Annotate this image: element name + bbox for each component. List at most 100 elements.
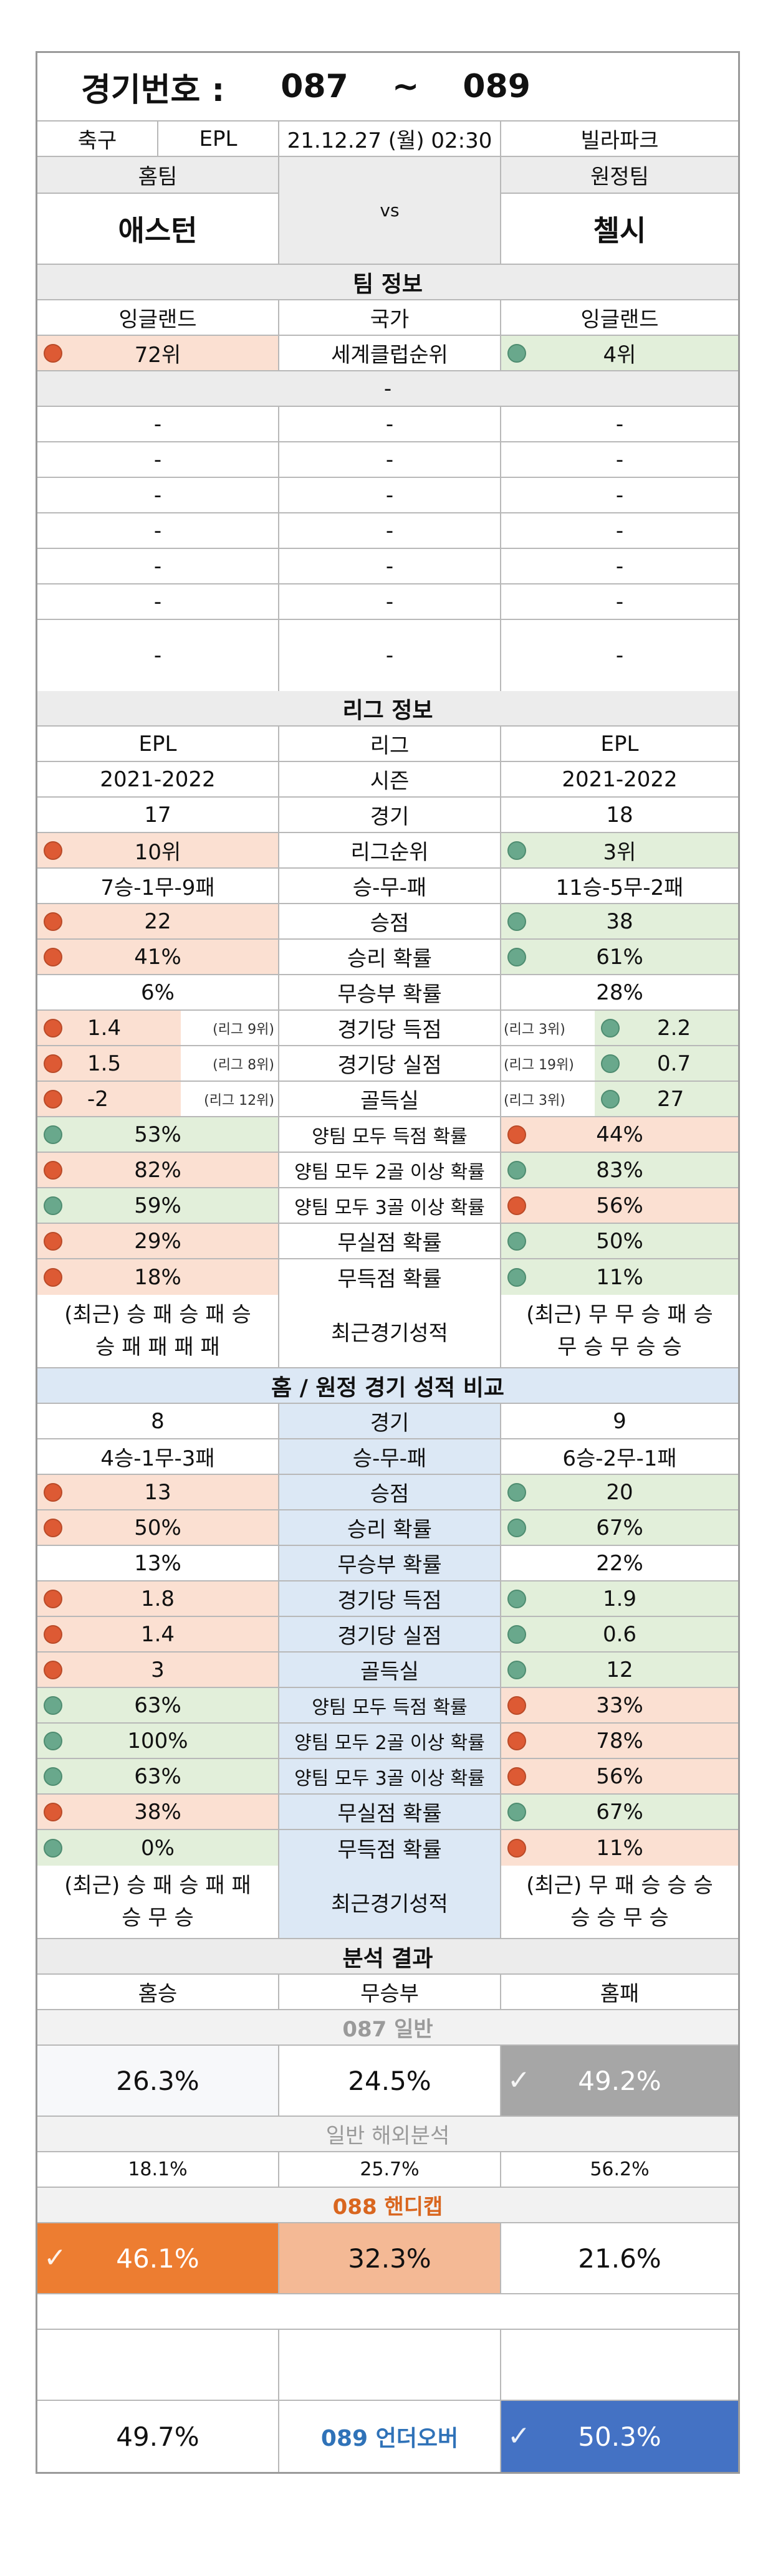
match-meta-row: 축구 EPL 21.12.27 (월) 02:30 빌라파크 [37, 122, 738, 157]
stat-row: 82% 양팀 모두 2골 이상 확률 83% [37, 1153, 738, 1188]
away-league-rank: (리그 3위) [504, 1021, 565, 1038]
check-icon: ✓ [44, 2242, 67, 2274]
away-stat-value: 44% [596, 1122, 643, 1147]
stat-label: 시즌 [279, 762, 501, 796]
stat-label: 무실점 확률 [279, 1224, 501, 1258]
world-rank-row: 72위 세계클럽순위 4위 [37, 336, 738, 371]
green-dot-icon [44, 1696, 62, 1715]
handicap-title: 088 핸디캡 [37, 2188, 738, 2222]
away-stat-value: 38 [606, 909, 633, 934]
home-stat-value: 18% [134, 1264, 181, 1290]
stat-label: 승-무-패 [279, 1439, 501, 1474]
home-stat-value: 13% [134, 1550, 181, 1576]
dash-cell: - [615, 411, 624, 437]
dash-cell: - [615, 447, 624, 472]
country-label: 국가 [279, 300, 501, 335]
red-dot-icon [44, 1160, 62, 1180]
stat-label: 경기 [279, 798, 501, 832]
home-team-name: 애스턴 [118, 214, 198, 247]
stat-row: 10위 리그순위 3위 [37, 833, 738, 869]
home-recent-line1: (최근) 승 패 승 패 승 [64, 1302, 251, 1327]
stat-row: 59% 양팀 모두 3골 이상 확률 56% [37, 1188, 738, 1224]
dash-cell: - [37, 371, 738, 406]
team-info-empty-row: --- [37, 478, 738, 513]
overseas-title: 일반 해외분석 [37, 2117, 738, 2151]
home-stat-value: 38% [134, 1799, 181, 1825]
away-ha-recent-line1: (최근) 무 패 승 승 승 [526, 1873, 713, 1898]
stat-label: 무승부 확률 [279, 975, 501, 1009]
away-stat-value: 11% [596, 1264, 643, 1290]
away-league-rank: (리그 19위) [504, 1057, 574, 1073]
dash-cell: - [615, 643, 624, 668]
stat-row: 22 승점 38 [37, 904, 738, 940]
away-stat-value: 18 [606, 802, 633, 828]
handicap-win: 46.1% [116, 2243, 199, 2274]
stat-row: 7승-1무-9패 승-무-패 11승-5무-2패 [37, 869, 738, 904]
stat-row: 63% 양팀 모두 득점 확률 33% [37, 1688, 738, 1724]
stat-row: 13 승점 20 [37, 1475, 738, 1510]
stat-row: 29% 무실점 확률 50% [37, 1224, 738, 1259]
stat-label: 골득실 [279, 1653, 501, 1687]
team-info-empty-row: --- [37, 584, 738, 620]
stat-row: 6% 무승부 확률 28% [37, 975, 738, 1011]
stat-label: 양팀 모두 3골 이상 확률 [279, 1188, 501, 1223]
match-number-label: 경기번호 : [81, 71, 225, 109]
home-stat-value: 17 [144, 802, 171, 828]
home-stat-value: 22 [144, 909, 171, 934]
away-stat-value: 28% [596, 980, 643, 1005]
team-info-spacer-row: - [37, 371, 738, 407]
dash-cell: - [615, 553, 624, 579]
stat-row: 53% 양팀 모두 득점 확률 44% [37, 1117, 738, 1153]
stat-row: 4승-1무-3패 승-무-패 6승-2무-1패 [37, 1439, 738, 1475]
dash-cell: - [279, 549, 501, 583]
home-country: 잉글랜드 [37, 300, 279, 335]
home-stat-value: 2021-2022 [100, 766, 216, 792]
home-team-label: 홈팀 [37, 157, 278, 194]
home-world-rank: 72위 [134, 343, 181, 368]
dash-cell: - [37, 620, 279, 691]
stat-row: 41% 승리 확률 61% [37, 940, 738, 975]
green-dot-icon [507, 947, 526, 966]
handicap-draw: 32.3% [279, 2223, 501, 2293]
home-stat-value: 29% [134, 1228, 181, 1254]
away-stat-value: 11% [596, 1835, 643, 1861]
away-stat-value: 61% [596, 944, 643, 970]
handicap-values-row: ✓ 46.1% 32.3% 21.6% [37, 2223, 738, 2294]
col-home-win: 홈승 [37, 1975, 279, 2009]
red-dot-icon [44, 1054, 62, 1073]
away-stat-value: 56% [596, 1193, 643, 1218]
sport: 축구 [37, 122, 158, 156]
red-dot-icon [44, 1802, 62, 1821]
red-dot-icon [44, 947, 62, 966]
general-lose: 49.2% [578, 2065, 661, 2096]
stat-label: 무실점 확률 [279, 1795, 501, 1829]
green-dot-icon [507, 841, 526, 860]
home-league-rank: (리그 8위) [213, 1057, 274, 1073]
general-title-row: 087 일반 [37, 2010, 738, 2046]
stat-label: 골득실 [279, 1082, 501, 1116]
underover-values-row: 49.7% 089 언더오버 ✓ 50.3% [37, 2401, 738, 2472]
away-stat-value: 6승-2무-1패 [562, 1446, 677, 1471]
home-stat-value: EPL [138, 731, 177, 756]
homeaway-title: 홈 / 원정 경기 성적 비교 [37, 1368, 738, 1403]
overseas-lose: 56.2% [590, 2159, 650, 2180]
stat-row: 50% 승리 확률 67% [37, 1510, 738, 1546]
spacer-row [37, 2294, 738, 2330]
green-dot-icon [601, 1018, 620, 1038]
team-info-empty-row: --- [37, 407, 738, 442]
team-info-empty-row: --- [37, 549, 738, 584]
green-dot-icon [44, 1125, 62, 1144]
match-analysis-sheet: 경기번호 : 087 ~ 089 축구 EPL 21.12.27 (월) 02:… [36, 51, 740, 2474]
red-dot-icon [44, 1624, 62, 1644]
away-team-name: 첼시 [593, 214, 646, 247]
stat-row: 18% 무득점 확률 11% [37, 1259, 738, 1295]
stat-row: 0% 무득점 확률 11% [37, 1830, 738, 1866]
green-dot-icon [507, 1589, 526, 1608]
stat-label: 경기 [279, 1404, 501, 1438]
red-dot-icon [44, 1518, 62, 1537]
green-dot-icon [507, 1518, 526, 1537]
home-stat-value: 0% [141, 1835, 175, 1861]
stat-row: 1.5 (리그 8위) 경기당 실점 (리그 19위) 0.7 [37, 1046, 738, 1082]
green-dot-icon [507, 1231, 526, 1251]
away-stat-value: 9 [613, 1408, 627, 1434]
